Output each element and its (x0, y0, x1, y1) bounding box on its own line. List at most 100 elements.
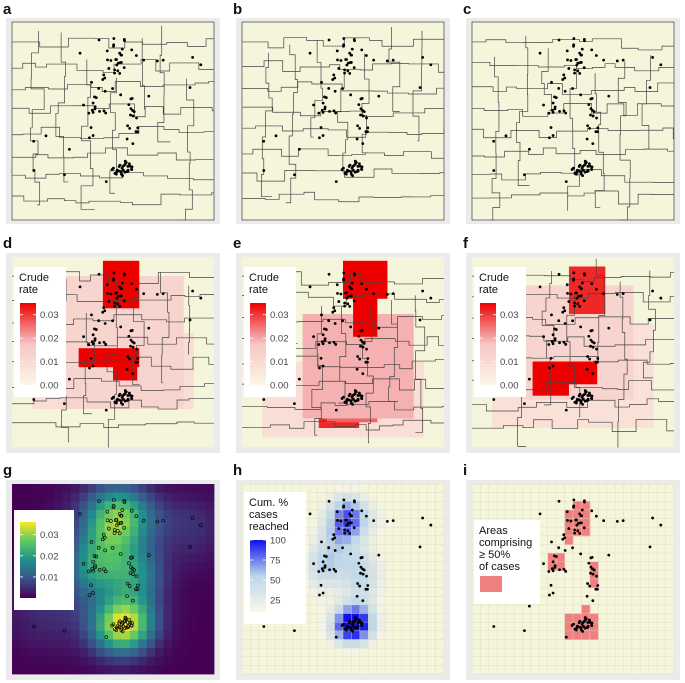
case-point (130, 621, 134, 625)
density-cell (197, 579, 206, 589)
density-cell (79, 596, 89, 606)
density-cell (155, 604, 164, 614)
case-point (117, 625, 122, 629)
case-point (333, 322, 337, 325)
density-cell (138, 492, 148, 502)
case-point (572, 498, 576, 502)
case-point (332, 340, 336, 344)
case-point (123, 616, 128, 621)
density-cell (96, 527, 105, 537)
case-point (564, 342, 568, 346)
density-cell (62, 656, 72, 666)
case-point (126, 394, 130, 397)
density-cell (96, 639, 105, 649)
density-cell (146, 570, 156, 580)
case-point (359, 344, 362, 348)
density-cell (70, 613, 80, 623)
case-point (102, 73, 106, 77)
case-point (558, 110, 561, 113)
selected-cell (581, 604, 591, 614)
cum-cell (317, 596, 327, 606)
case-point (126, 124, 130, 128)
density-cell (96, 656, 105, 666)
case-point (334, 569, 338, 573)
density-cell (129, 579, 139, 589)
case-point (129, 338, 133, 342)
density-cell (129, 518, 139, 528)
cum-cell (351, 518, 361, 528)
case-point (365, 116, 368, 120)
density-cell (129, 544, 139, 554)
case-point (321, 560, 325, 564)
cum-cell (309, 587, 319, 597)
density-cell (129, 553, 139, 563)
case-point (567, 527, 571, 530)
case-point (116, 69, 120, 73)
density-cell (146, 656, 156, 666)
density-cell (54, 613, 63, 623)
density-cell (87, 509, 97, 519)
case-point (323, 107, 327, 111)
case-point (359, 107, 363, 111)
case-point (161, 518, 165, 523)
legend-tick-label: 0.02 (40, 334, 59, 345)
density-cell (28, 639, 38, 649)
density-cell (87, 518, 97, 528)
case-point (569, 292, 573, 296)
case-point (588, 621, 592, 624)
case-point (567, 67, 571, 70)
case-point (551, 134, 555, 137)
case-point (575, 63, 579, 67)
case-point (360, 282, 364, 286)
legend-tick-label: 0.03 (40, 530, 59, 541)
case-point (333, 89, 337, 93)
density-cell (188, 596, 198, 606)
density-cell (138, 553, 148, 563)
density-cell (45, 622, 55, 632)
density-cell (113, 527, 122, 537)
case-point (118, 552, 123, 556)
density-cell (146, 501, 156, 511)
case-point (129, 565, 133, 569)
density-cell (146, 544, 156, 554)
case-point (111, 87, 114, 90)
cum-cell (317, 544, 327, 554)
case-point (361, 599, 365, 603)
case-point (96, 545, 101, 550)
cum-cell (368, 596, 378, 606)
density-cell (180, 561, 190, 571)
case-point (146, 553, 151, 557)
density-cell (70, 492, 80, 502)
map-area (12, 22, 214, 220)
case-point (134, 574, 139, 578)
selected-cell (573, 501, 582, 511)
density-cell (62, 492, 72, 502)
legend-title-line: rate (19, 284, 38, 296)
density-cell (129, 622, 139, 632)
density-cell (12, 613, 21, 623)
density-cell (171, 570, 181, 580)
case-point (353, 399, 357, 403)
case-point (87, 343, 91, 346)
case-point (78, 285, 82, 289)
cum-cell (334, 518, 344, 528)
density-cell (79, 622, 89, 632)
case-point (346, 529, 350, 533)
density-cell (155, 639, 164, 649)
density-cell (163, 579, 173, 589)
case-point (585, 137, 589, 141)
case-point (350, 47, 354, 51)
cum-cell (343, 553, 352, 563)
density-cell (138, 579, 148, 589)
density-cell (113, 622, 122, 632)
case-point (651, 516, 654, 520)
density-cell (180, 613, 190, 623)
case-point (103, 569, 108, 574)
density-cell (12, 484, 21, 494)
density-cell (138, 570, 148, 580)
cum-cell (343, 535, 352, 545)
density-cell (205, 622, 215, 632)
case-point (358, 394, 362, 397)
cum-cell (343, 604, 352, 614)
case-point (589, 565, 593, 569)
